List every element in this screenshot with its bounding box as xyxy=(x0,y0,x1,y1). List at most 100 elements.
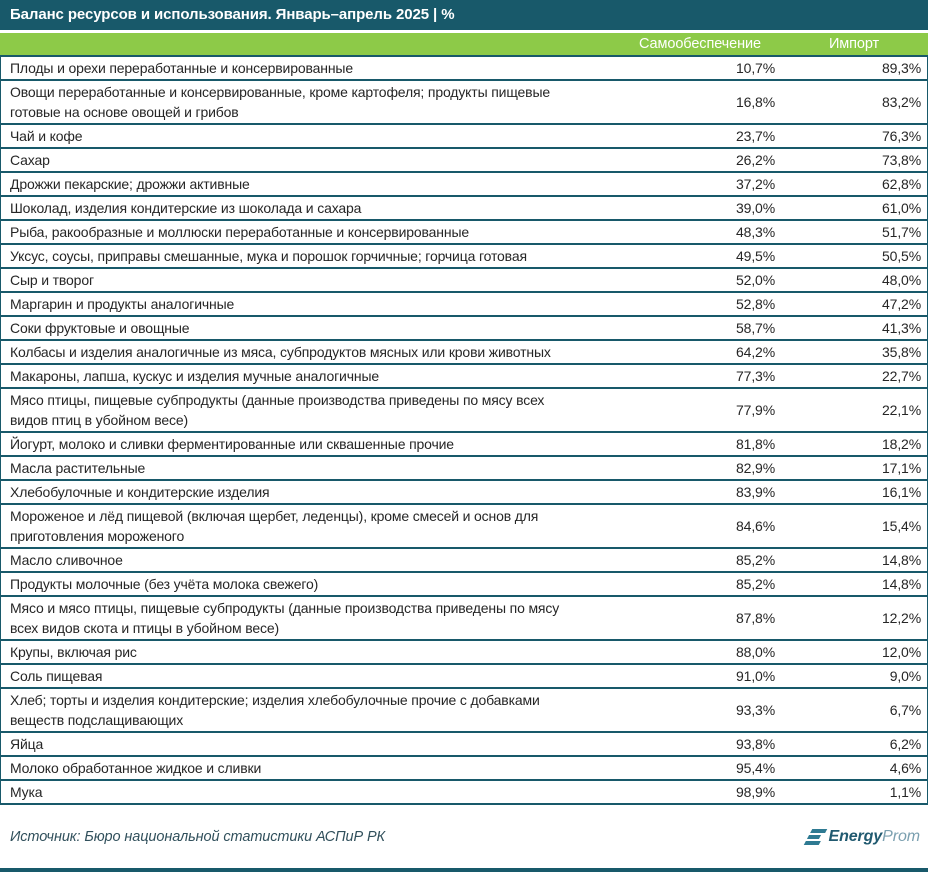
table-row: Масло сливочное 85,2% 14,8% xyxy=(1,549,927,573)
table-row: Сыр и творог 52,0% 48,0% xyxy=(1,269,927,293)
product-name-cell: Сахар xyxy=(10,152,50,168)
product-name-cell: Овощи переработанные и консервированные,… xyxy=(10,84,551,120)
table-row: Шоколад, изделия кондитерские из шоколад… xyxy=(1,197,927,221)
product-name-cell: Мука xyxy=(10,784,43,800)
product-name-cell: Продукты молочные (без учёта молока свеж… xyxy=(10,576,319,592)
product-name-cell: Чай и кофе xyxy=(10,128,83,144)
import-value-cell: 18,2% xyxy=(882,436,921,452)
product-name-cell: Хлебобулочные и кондитерские изделия xyxy=(10,484,270,500)
table-row: Соль пищевая 91,0% 9,0% xyxy=(1,665,927,689)
product-name-cell: Молоко обработанное жидкое и сливки xyxy=(10,760,262,776)
table-row: Сахар 26,2% 73,8% xyxy=(1,149,927,173)
import-value-cell: 6,2% xyxy=(889,736,921,752)
self-sufficiency-value-cell: 85,2% xyxy=(736,552,775,568)
product-name-cell: Шоколад, изделия кондитерские из шоколад… xyxy=(10,200,362,216)
energyprom-e-icon xyxy=(803,828,827,845)
product-name-cell: Соль пищевая xyxy=(10,668,103,684)
self-sufficiency-value-cell: 87,8% xyxy=(736,610,775,626)
self-sufficiency-value-cell: 95,4% xyxy=(736,760,775,776)
source-note: Источник: Бюро национальной статистики А… xyxy=(10,828,386,845)
product-name-cell: Йогурт, молоко и сливки ферментированные… xyxy=(10,436,454,452)
self-sufficiency-value-cell: 85,2% xyxy=(736,576,775,592)
product-name-cell: Макароны, лапша, кускус и изделия мучные… xyxy=(10,368,379,384)
import-value-cell: 61,0% xyxy=(882,200,921,216)
table-row: Соки фруктовые и овощные 58,7% 41,3% xyxy=(1,317,927,341)
product-name-cell: Сыр и творог xyxy=(10,272,94,288)
self-sufficiency-value-cell: 93,3% xyxy=(736,702,775,718)
table-row: Крупы, включая рис 88,0% 12,0% xyxy=(1,641,927,665)
product-name-cell: Плоды и орехи переработанные и консервир… xyxy=(10,60,353,76)
product-name-cell: Крупы, включая рис xyxy=(10,644,137,660)
table-row: Мясо и мясо птицы, пищевые субпродукты (… xyxy=(1,597,927,641)
self-sufficiency-value-cell: 84,6% xyxy=(736,518,775,534)
table-row: Яйца 93,8% 6,2% xyxy=(1,733,927,757)
self-sufficiency-value-cell: 39,0% xyxy=(736,200,775,216)
self-sufficiency-value-cell: 82,9% xyxy=(736,460,775,476)
import-value-cell: 48,0% xyxy=(882,272,921,288)
self-sufficiency-value-cell: 91,0% xyxy=(736,668,775,684)
table-row: Мясо птицы, пищевые субпродукты (данные … xyxy=(1,389,927,433)
import-value-cell: 14,8% xyxy=(882,576,921,592)
self-sufficiency-value-cell: 88,0% xyxy=(736,644,775,660)
product-name-cell: Маргарин и продукты аналогичные xyxy=(10,296,235,312)
import-value-cell: 22,1% xyxy=(882,402,921,418)
product-name-cell: Яйца xyxy=(10,736,44,752)
table-row: Овощи переработанные и консервированные,… xyxy=(1,81,927,125)
self-sufficiency-value-cell: 98,9% xyxy=(736,784,775,800)
import-value-cell: 9,0% xyxy=(889,668,921,684)
self-sufficiency-value-cell: 52,8% xyxy=(736,296,775,312)
product-name-cell: Соки фруктовые и овощные xyxy=(10,320,190,336)
table-row: Йогурт, молоко и сливки ферментированные… xyxy=(1,433,927,457)
self-sufficiency-value-cell: 64,2% xyxy=(736,344,775,360)
self-sufficiency-value-cell: 77,3% xyxy=(736,368,775,384)
self-sufficiency-value-cell: 93,8% xyxy=(736,736,775,752)
import-value-cell: 51,7% xyxy=(882,224,921,240)
import-value-cell: 62,8% xyxy=(882,176,921,192)
self-sufficiency-value-cell: 23,7% xyxy=(736,128,775,144)
footer: Источник: Бюро национальной статистики А… xyxy=(0,805,928,868)
import-value-cell: 41,3% xyxy=(882,320,921,336)
self-sufficiency-value-cell: 10,7% xyxy=(736,60,775,76)
product-name-cell: Дрожжи пекарские; дрожжи активные xyxy=(10,176,250,192)
import-value-cell: 15,4% xyxy=(882,518,921,534)
self-sufficiency-value-cell: 16,8% xyxy=(736,94,775,110)
logo-text-prom: Prom xyxy=(882,827,920,845)
table-row: Плоды и орехи переработанные и консервир… xyxy=(1,57,927,81)
product-name-cell: Мясо и мясо птицы, пищевые субпродукты (… xyxy=(10,600,560,636)
table-row: Макароны, лапша, кускус и изделия мучные… xyxy=(1,365,927,389)
import-value-cell: 1,1% xyxy=(889,784,921,800)
table-row: Продукты молочные (без учёта молока свеж… xyxy=(1,573,927,597)
import-value-cell: 35,8% xyxy=(882,344,921,360)
self-sufficiency-value-cell: 58,7% xyxy=(736,320,775,336)
self-sufficiency-value-cell: 49,5% xyxy=(736,248,775,264)
page-title: Баланс ресурсов и использования. Январь–… xyxy=(10,6,455,23)
import-value-cell: 83,2% xyxy=(882,94,921,110)
import-value-cell: 22,7% xyxy=(882,368,921,384)
self-sufficiency-value-cell: 81,8% xyxy=(736,436,775,452)
import-value-cell: 12,2% xyxy=(882,610,921,626)
product-name-cell: Масла растительные xyxy=(10,460,146,476)
column-header-self-sufficiency: Самообеспечение xyxy=(639,36,761,52)
table-row: Масла растительные 82,9% 17,1% xyxy=(1,457,927,481)
import-value-cell: 47,2% xyxy=(882,296,921,312)
import-value-cell: 89,3% xyxy=(882,60,921,76)
table-row: Дрожжи пекарские; дрожжи активные 37,2% … xyxy=(1,173,927,197)
product-name-cell: Масло сливочное xyxy=(10,552,123,568)
table-row: Колбасы и изделия аналогичные из мяса, с… xyxy=(1,341,927,365)
self-sufficiency-value-cell: 77,9% xyxy=(736,402,775,418)
import-value-cell: 76,3% xyxy=(882,128,921,144)
product-name-cell: Мороженое и лёд пищевой (включая щербет,… xyxy=(10,508,539,544)
product-name-cell: Уксус, соусы, приправы смешанные, мука и… xyxy=(10,248,527,264)
logo-text-energy: Energy xyxy=(828,827,883,845)
table-row: Уксус, соусы, приправы смешанные, мука и… xyxy=(1,245,927,269)
import-value-cell: 14,8% xyxy=(882,552,921,568)
table-row: Мороженое и лёд пищевой (включая щербет,… xyxy=(1,505,927,549)
self-sufficiency-value-cell: 26,2% xyxy=(736,152,775,168)
product-name-cell: Рыба, ракообразные и моллюски переработа… xyxy=(10,224,469,240)
title-bar: Баланс ресурсов и использования. Январь–… xyxy=(0,0,928,30)
table-row: Хлеб; торты и изделия кондитерские; изде… xyxy=(1,689,927,733)
self-sufficiency-value-cell: 52,0% xyxy=(736,272,775,288)
table-row: Маргарин и продукты аналогичные 52,8% 47… xyxy=(1,293,927,317)
energyprom-logo: Energy Prom xyxy=(803,827,920,846)
